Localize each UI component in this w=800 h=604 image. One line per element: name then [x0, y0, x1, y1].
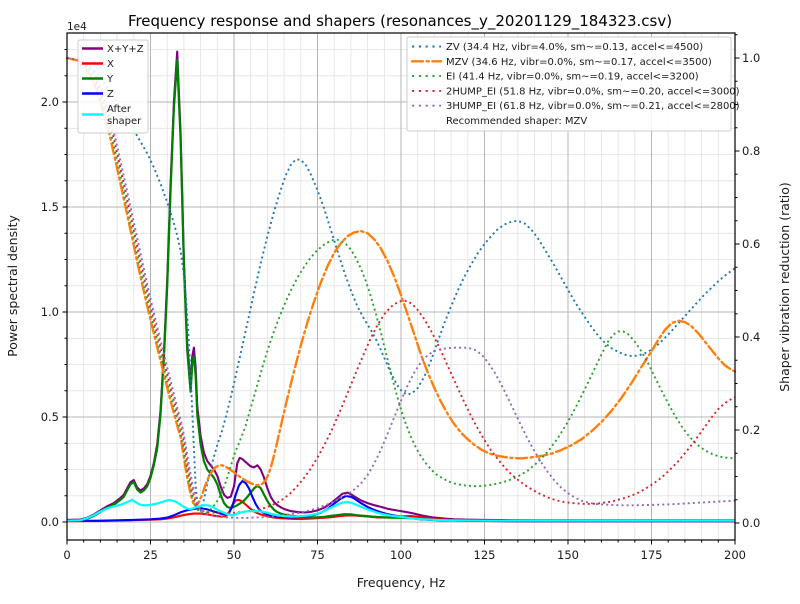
- tick-labels: 0 25 50 75 100 125 150 175 200 0.0 0.5 1.0 1.5 2.0 0.0…: [41, 51, 761, 562]
- series-psd-y: [66, 58, 735, 523]
- legend-label: X+Y+Z: [107, 44, 144, 55]
- legend-label: Y: [106, 74, 114, 85]
- legend-label: EI (41.4 Hz, vibr=0.0%, sm~=0.19, accel<…: [446, 72, 699, 83]
- svg-text:150: 150: [557, 548, 579, 562]
- series-layer: [65, 50, 737, 523]
- series-shaper-2hump-ei: [66, 57, 736, 514]
- legend-label: shaper: [107, 116, 142, 127]
- svg-text:1.5: 1.5: [41, 200, 59, 214]
- svg-text:0.4: 0.4: [742, 330, 760, 344]
- svg-text:0.6: 0.6: [742, 237, 760, 251]
- recommended-shaper-note: Recommended shaper: MZV: [446, 116, 587, 127]
- legend-label: MZV (34.6 Hz, vibr=0.0%, sm~=0.17, accel…: [446, 57, 712, 68]
- svg-text:200: 200: [724, 548, 746, 562]
- legend-label: Z: [107, 89, 114, 100]
- svg-text:2.0: 2.0: [41, 95, 59, 109]
- series-psd-after-shaper: [66, 498, 735, 522]
- page-title: Frequency response and shapers (resonanc…: [128, 12, 672, 31]
- x-axis-label: Frequency, Hz: [357, 575, 446, 590]
- legend-label: 2HUMP_EI (51.8 Hz, vibr=0.0%, sm~=0.20, …: [446, 86, 740, 97]
- svg-text:1.0: 1.0: [41, 305, 59, 319]
- axis-ticks: [62, 34, 740, 545]
- legend-label: 3HUMP_EI (61.8 Hz, vibr=0.0%, sm~=0.21, …: [446, 101, 740, 112]
- svg-text:0.5: 0.5: [41, 410, 59, 424]
- series-shaper-mzv: [65, 56, 737, 507]
- svg-text:0.0: 0.0: [742, 516, 760, 530]
- svg-text:0: 0: [63, 548, 70, 562]
- y-right-axis-label: Shaper vibration reduction (ratio): [777, 182, 792, 392]
- svg-text:0.2: 0.2: [742, 423, 760, 437]
- svg-text:100: 100: [390, 548, 412, 562]
- series-shaper-ei: [66, 57, 736, 515]
- series-shaper-3hump-ei: [66, 57, 736, 519]
- svg-text:0.0: 0.0: [41, 515, 59, 529]
- svg-text:25: 25: [143, 548, 158, 562]
- legend-label: X: [107, 59, 114, 70]
- legend-label: ZV (34.4 Hz, vibr=4.0%, sm~=0.13, accel<…: [446, 42, 703, 53]
- legend-label: After: [107, 104, 132, 115]
- y-axis-offset-label: 1e4: [67, 21, 87, 33]
- series-shaper-zv: [66, 57, 736, 512]
- svg-text:1.0: 1.0: [742, 51, 760, 65]
- svg-text:125: 125: [474, 548, 496, 562]
- svg-text:75: 75: [310, 548, 325, 562]
- legend-shapers: ZV (34.4 Hz, vibr=4.0%, sm~=0.13, accel<…: [406, 36, 740, 132]
- svg-text:50: 50: [227, 548, 242, 562]
- svg-text:175: 175: [641, 548, 663, 562]
- svg-text:0.8: 0.8: [742, 144, 760, 158]
- y-left-axis-label: Power spectral density: [5, 215, 20, 357]
